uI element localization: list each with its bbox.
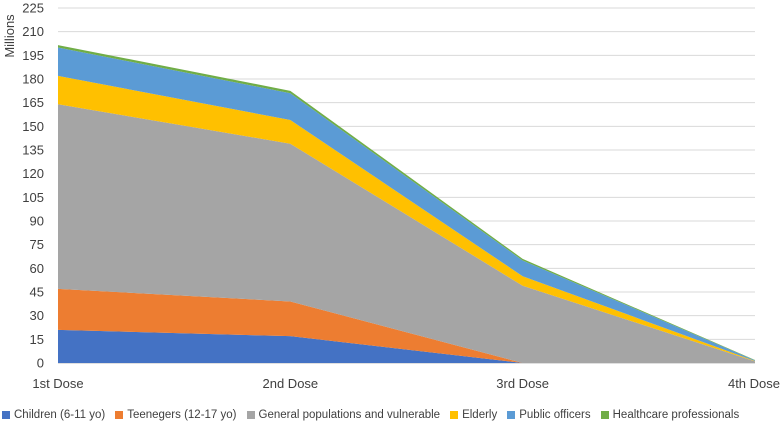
- y-tick-label: 225: [22, 1, 44, 16]
- y-tick-label: 195: [22, 48, 44, 63]
- y-tick-label: 105: [22, 190, 44, 205]
- y-tick-label: 120: [22, 166, 44, 181]
- legend-item: General populations and vulnerable: [246, 409, 441, 421]
- area-series-0: [58, 329, 755, 363]
- area-series-2: [58, 104, 755, 363]
- y-tick-label: 90: [30, 214, 44, 229]
- legend-item: Teenegers (12-17 yo): [115, 409, 237, 421]
- legend-label: Teenegers (12-17 yo): [127, 409, 237, 421]
- legend-swatch: [2, 411, 10, 419]
- legend-item: Children (6-11 yo): [2, 409, 105, 421]
- x-tick-label: 3rd Dose: [496, 376, 549, 391]
- area-series-1: [58, 288, 755, 363]
- y-tick-label: 150: [22, 119, 44, 134]
- y-tick-label: 60: [30, 261, 44, 276]
- legend-item: Healthcare professionals: [600, 409, 740, 421]
- legend-item: Elderly: [450, 409, 497, 421]
- legend: Children (6-11 yo) Teenegers (12-17 yo) Ge…: [0, 406, 784, 424]
- chart-plot: 0 15 30 45 60 75 90 105 120 135 150 165 180 195 210 225…: [2, 1, 780, 392]
- y-tick-label: 165: [22, 95, 44, 110]
- y-tick-label: 45: [30, 285, 44, 300]
- y-axis-label: Millions: [2, 14, 17, 58]
- legend-label: Children (6-11 yo): [14, 409, 106, 421]
- area-series-4: [58, 47, 755, 361]
- legend-item: Public officers: [507, 409, 591, 421]
- legend-label: General populations and vulnerable: [258, 409, 441, 421]
- y-tick-label: 0: [37, 356, 44, 371]
- legend-label: Elderly: [462, 409, 498, 421]
- x-tick-label: 1st Dose: [32, 376, 83, 391]
- y-tick-label: 15: [30, 332, 44, 347]
- y-tick-label: 135: [22, 143, 44, 158]
- legend-swatch: [450, 411, 459, 419]
- x-tick-label: 2nd Dose: [263, 376, 319, 391]
- x-tick-label: 4th Dose: [728, 376, 780, 391]
- y-tick-label: 30: [30, 308, 44, 323]
- y-tick-label: 75: [30, 237, 44, 252]
- legend-swatch: [246, 411, 255, 419]
- legend-swatch: [507, 411, 516, 419]
- y-tick-label: 180: [22, 72, 44, 87]
- legend-label: Public officers: [519, 409, 591, 421]
- y-tick-label: 210: [22, 24, 44, 39]
- legend-swatch: [115, 411, 124, 419]
- legend-swatch: [600, 411, 609, 419]
- area-series-3: [58, 75, 755, 362]
- legend-label: Healthcare professionals: [612, 409, 740, 421]
